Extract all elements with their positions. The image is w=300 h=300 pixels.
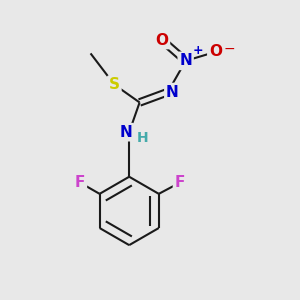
Text: N: N (166, 85, 179, 100)
Text: −: − (224, 42, 236, 56)
Text: N: N (179, 53, 192, 68)
Text: O: O (209, 44, 222, 59)
Text: N: N (120, 125, 133, 140)
Text: +: + (192, 44, 203, 57)
Text: F: F (75, 175, 85, 190)
Text: S: S (109, 77, 120, 92)
Text: H: H (137, 130, 148, 145)
Text: F: F (175, 175, 185, 190)
Text: O: O (155, 32, 168, 47)
